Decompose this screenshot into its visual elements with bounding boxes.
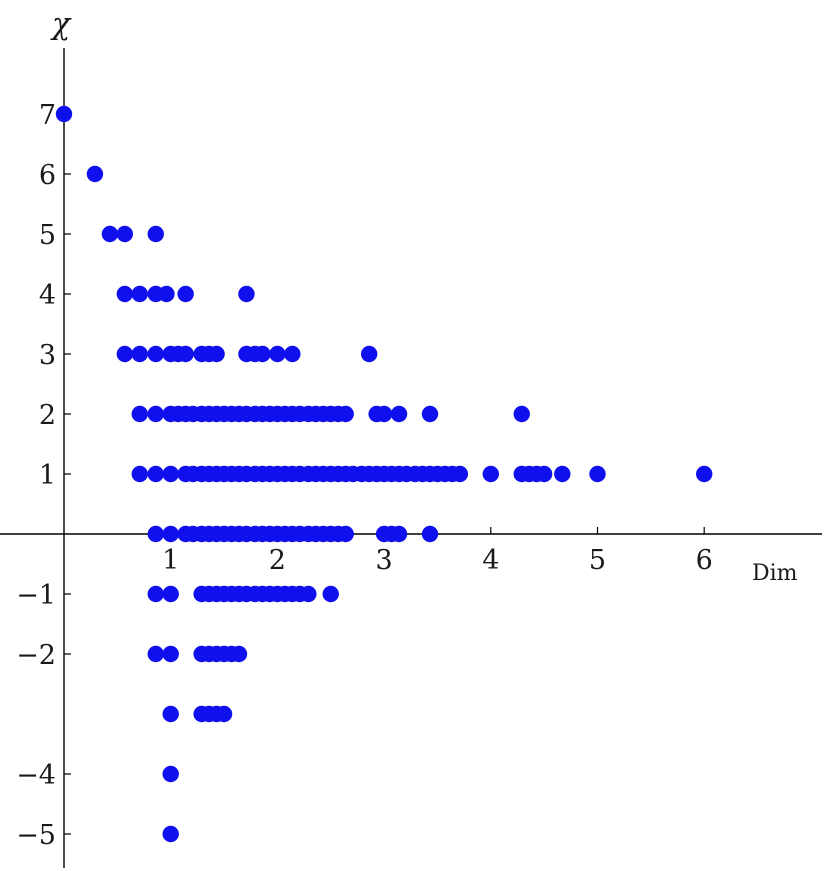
data-point bbox=[116, 225, 134, 243]
data-point bbox=[300, 585, 317, 603]
data-point bbox=[554, 465, 571, 483]
data-point bbox=[131, 285, 148, 303]
y-tick-label: 3 bbox=[39, 340, 56, 371]
y-tick-label: 4 bbox=[39, 280, 56, 311]
data-point bbox=[131, 345, 148, 363]
data-point bbox=[322, 585, 339, 603]
data-point bbox=[116, 285, 134, 303]
data-point bbox=[230, 645, 248, 663]
data-point bbox=[131, 465, 148, 483]
data-point bbox=[254, 345, 271, 363]
y-tick-label: 1 bbox=[39, 460, 56, 491]
data-point bbox=[421, 405, 439, 423]
data-point bbox=[147, 465, 164, 483]
data-point bbox=[116, 345, 134, 363]
data-point bbox=[360, 345, 378, 363]
data-point bbox=[535, 465, 553, 483]
data-point bbox=[696, 465, 713, 483]
y-tick-label: −1 bbox=[16, 580, 56, 611]
data-point bbox=[482, 465, 499, 483]
tick-labels: 1 2 3 4 5 6 7 6 5 4 3 2 1 −1 −2 −4 −5 bbox=[16, 100, 713, 851]
x-tick-label: 2 bbox=[269, 545, 286, 576]
y-tick-label: 6 bbox=[39, 160, 56, 191]
data-point bbox=[177, 285, 194, 303]
y-tick-label: −4 bbox=[16, 760, 56, 791]
data-point bbox=[158, 285, 175, 303]
data-point bbox=[131, 405, 148, 423]
data-point bbox=[147, 525, 164, 543]
x-axis-label: Dim bbox=[752, 561, 798, 586]
data-point bbox=[513, 405, 530, 423]
x-tick-label: 4 bbox=[482, 545, 499, 576]
data-point bbox=[337, 525, 354, 543]
y-tick-label: −5 bbox=[16, 820, 56, 851]
data-point bbox=[208, 345, 225, 363]
data-point bbox=[284, 345, 301, 363]
data-point bbox=[162, 705, 179, 723]
data-point bbox=[390, 525, 408, 543]
x-tick-label: 6 bbox=[696, 545, 713, 576]
data-point bbox=[162, 585, 179, 603]
data-point bbox=[451, 465, 469, 483]
data-point bbox=[177, 345, 194, 363]
data-point bbox=[147, 225, 164, 243]
data-points bbox=[55, 105, 713, 843]
data-point bbox=[375, 405, 393, 423]
y-tick-label: 5 bbox=[39, 220, 56, 251]
data-point bbox=[147, 585, 164, 603]
data-point bbox=[162, 765, 179, 783]
tick-marks bbox=[64, 113, 705, 835]
data-point bbox=[269, 345, 286, 363]
data-point bbox=[147, 345, 164, 363]
x-tick-label: 1 bbox=[162, 545, 179, 576]
data-point bbox=[215, 705, 233, 723]
x-tick-label: 3 bbox=[376, 545, 393, 576]
axes bbox=[0, 48, 822, 868]
data-point bbox=[589, 465, 606, 483]
data-point bbox=[390, 405, 408, 423]
y-tick-label: 7 bbox=[39, 100, 56, 131]
data-point bbox=[162, 525, 179, 543]
y-axis-label: χ bbox=[50, 7, 72, 42]
data-point bbox=[147, 645, 164, 663]
data-point bbox=[421, 525, 439, 543]
data-point bbox=[337, 405, 354, 423]
x-tick-label: 5 bbox=[589, 545, 606, 576]
data-point bbox=[162, 465, 179, 483]
data-point bbox=[162, 645, 179, 663]
data-point bbox=[101, 225, 119, 243]
data-point bbox=[147, 405, 164, 423]
y-tick-label: 2 bbox=[39, 400, 56, 431]
y-tick-label: −2 bbox=[16, 640, 56, 671]
data-point bbox=[162, 825, 179, 843]
data-point bbox=[86, 165, 104, 183]
data-point bbox=[238, 285, 255, 303]
data-point bbox=[55, 105, 73, 123]
